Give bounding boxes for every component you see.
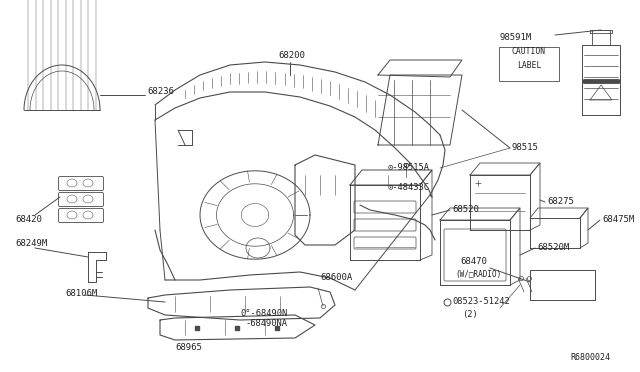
Text: 68249M: 68249M [15, 240, 47, 248]
Text: 68420: 68420 [15, 215, 42, 224]
Text: 68106M: 68106M [65, 289, 97, 298]
Text: ⊙-48433C: ⊙-48433C [388, 183, 430, 192]
Text: 0°-68490N: 0°-68490N [240, 310, 287, 318]
Text: 98515: 98515 [512, 144, 539, 153]
Text: R6800024: R6800024 [570, 353, 610, 362]
Text: 68520M: 68520M [537, 244, 569, 253]
Text: 68600A: 68600A [320, 273, 352, 282]
Text: ⊙-98515A: ⊙-98515A [388, 164, 430, 173]
Text: LABEL: LABEL [517, 61, 541, 70]
Text: 98591M: 98591M [500, 33, 532, 42]
Text: (W/□RADIO): (W/□RADIO) [455, 269, 501, 279]
Text: 68200: 68200 [278, 51, 305, 60]
Text: 68236: 68236 [147, 87, 174, 96]
Text: 08523-51242: 08523-51242 [452, 298, 509, 307]
Text: -68490NA: -68490NA [245, 320, 287, 328]
Text: CAUTION: CAUTION [512, 48, 546, 57]
Text: 68520: 68520 [452, 205, 479, 215]
Text: 68965: 68965 [175, 343, 202, 352]
Text: 68470: 68470 [460, 257, 487, 266]
Text: 68275: 68275 [547, 198, 574, 206]
Text: (2): (2) [462, 310, 477, 318]
Text: 68475M: 68475M [602, 215, 634, 224]
